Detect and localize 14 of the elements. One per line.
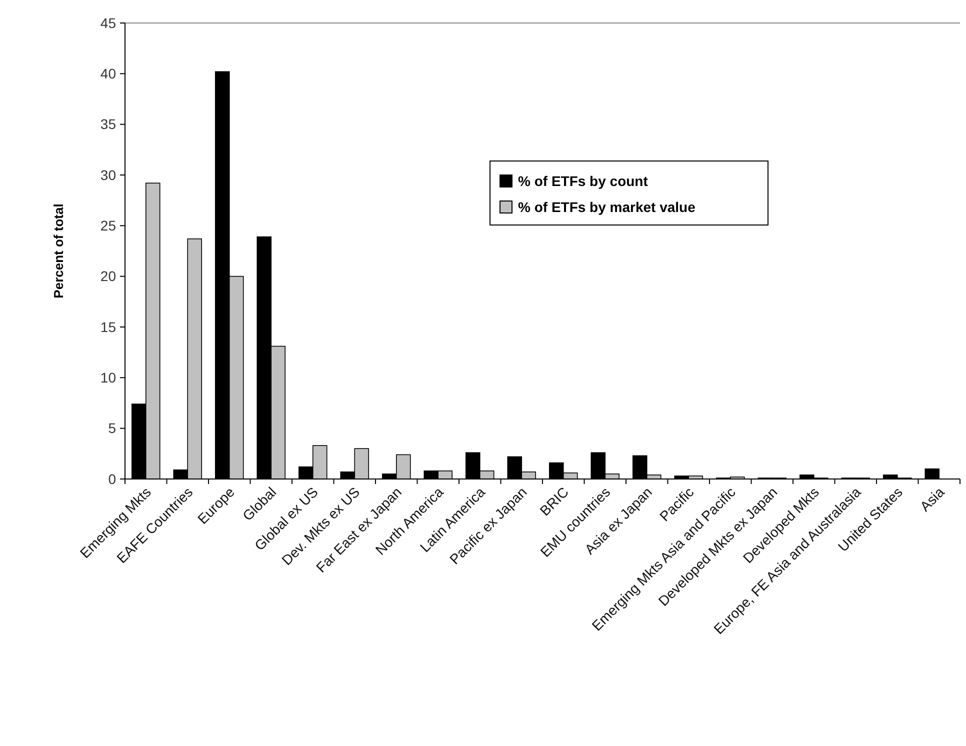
y-tick-label: 0 [108,470,116,487]
y-tick-label: 20 [100,268,116,284]
y-tick-label: 45 [100,14,116,31]
legend-label: % of ETFs by count [518,172,648,189]
y-tick-label: 15 [100,318,116,335]
y-axis-title: Percent of total [51,204,66,298]
y-tick-label: 5 [108,420,116,436]
y-tick-label: 30 [100,166,116,183]
y-tick-label: 10 [100,370,116,386]
x-tick-label: Asia [916,484,948,514]
legend-label: % of ETFs by market value [518,198,696,215]
y-tick-label: 40 [100,66,116,82]
y-tick-label: 25 [100,218,116,234]
y-tick-label: 35 [100,116,116,132]
